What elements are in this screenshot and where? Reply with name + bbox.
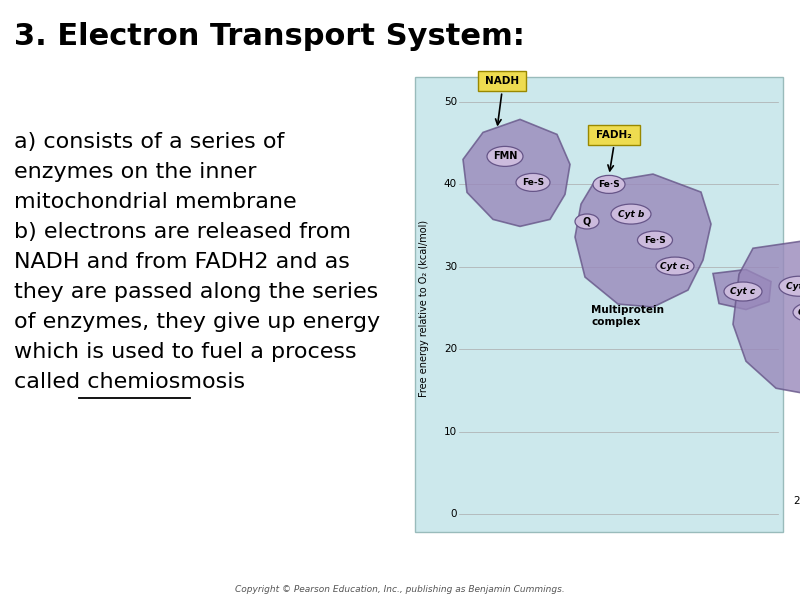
Ellipse shape <box>793 302 800 322</box>
Text: they are passed along the series: they are passed along the series <box>14 282 378 302</box>
Text: Copyright © Pearson Education, Inc., publishing as Benjamin Cummings.: Copyright © Pearson Education, Inc., pub… <box>235 585 565 594</box>
Text: 30: 30 <box>444 262 457 272</box>
Ellipse shape <box>779 276 800 296</box>
Text: 50: 50 <box>444 97 457 107</box>
Text: b) electrons are released from: b) electrons are released from <box>14 222 351 242</box>
Text: enzymes on the inner: enzymes on the inner <box>14 162 257 182</box>
Text: Cyt c₁: Cyt c₁ <box>660 262 690 271</box>
Ellipse shape <box>516 173 550 191</box>
Text: Fe·S: Fe·S <box>598 180 620 189</box>
Text: 40: 40 <box>444 179 457 190</box>
Ellipse shape <box>724 282 762 301</box>
Text: Fe·S: Fe·S <box>644 236 666 245</box>
Polygon shape <box>713 269 771 310</box>
Text: Cyt a: Cyt a <box>786 282 800 291</box>
Text: Multiprotein
complex: Multiprotein complex <box>591 305 664 327</box>
Text: Cyt a₃: Cyt a₃ <box>798 308 800 317</box>
Text: 2 H⁺ + ½: 2 H⁺ + ½ <box>794 496 800 506</box>
Text: NADH and from FADH2 and as: NADH and from FADH2 and as <box>14 252 350 272</box>
Text: FADH₂: FADH₂ <box>596 130 632 140</box>
Ellipse shape <box>611 204 651 224</box>
Text: Q: Q <box>583 217 591 226</box>
FancyBboxPatch shape <box>588 125 640 145</box>
Polygon shape <box>733 241 800 394</box>
Text: NADH: NADH <box>485 76 519 86</box>
Text: Cyt c: Cyt c <box>730 287 756 296</box>
Text: 20: 20 <box>444 344 457 354</box>
Text: a) consists of a series of: a) consists of a series of <box>14 132 284 152</box>
Text: Fe-S: Fe-S <box>522 178 544 187</box>
Text: of enzymes, they give up energy: of enzymes, they give up energy <box>14 312 380 332</box>
Text: Cyt b: Cyt b <box>618 209 644 218</box>
Ellipse shape <box>593 175 625 193</box>
Ellipse shape <box>638 231 673 249</box>
Bar <box>415 77 783 532</box>
Text: 0: 0 <box>450 509 457 519</box>
Text: 3. Electron Transport System:: 3. Electron Transport System: <box>14 22 525 51</box>
Text: called chemiosmosis: called chemiosmosis <box>14 372 245 392</box>
FancyBboxPatch shape <box>478 71 526 91</box>
Text: Free energy relative to O₂ (kcal/mol): Free energy relative to O₂ (kcal/mol) <box>419 220 429 397</box>
Text: FMN: FMN <box>493 151 517 161</box>
Ellipse shape <box>487 146 523 166</box>
Ellipse shape <box>656 257 694 275</box>
Ellipse shape <box>575 214 599 229</box>
Text: 10: 10 <box>444 427 457 437</box>
Text: which is used to fuel a process: which is used to fuel a process <box>14 342 357 362</box>
Text: mitochondrial membrane: mitochondrial membrane <box>14 192 297 212</box>
Polygon shape <box>463 119 570 226</box>
Polygon shape <box>575 174 711 307</box>
